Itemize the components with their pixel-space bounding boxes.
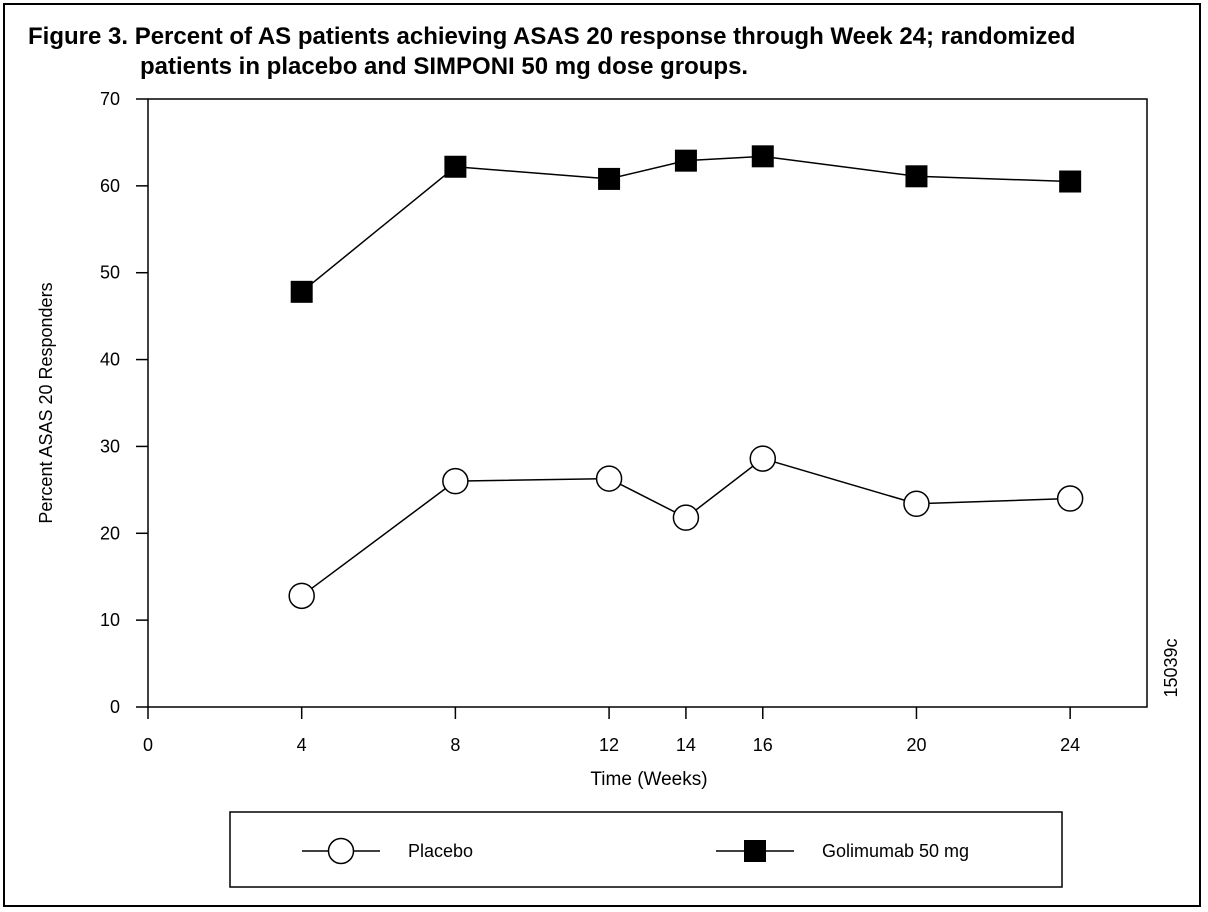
legend-item-placebo: Placebo <box>302 837 473 865</box>
figure-title-line-2: patients in placebo and SIMPONI 50 mg do… <box>140 53 749 80</box>
y-axis-label: Percent ASAS 20 Responders <box>36 282 56 523</box>
data-point-placebo <box>903 490 930 518</box>
data-point-placebo <box>442 467 469 495</box>
figure-id-label: 15039c <box>1161 638 1181 697</box>
y-tick-label: 50 <box>100 263 120 283</box>
plot-area-frame <box>147 98 1148 708</box>
data-point-placebo <box>749 445 777 472</box>
data-point-placebo <box>288 582 315 610</box>
figure-title-line-1: Figure 3. Percent of AS patients achievi… <box>28 23 1076 50</box>
legend-box <box>229 811 1063 888</box>
data-point-golimumab <box>598 167 621 190</box>
y-tick-label: 30 <box>100 436 120 456</box>
data-point-golimumab <box>290 280 313 303</box>
x-tick-label: 0 <box>143 735 153 755</box>
figure-frame <box>3 3 1201 907</box>
x-axis-ticks: 0 4 8 12 14 16 20 24 <box>143 707 1080 755</box>
data-point-golimumab <box>1059 170 1082 193</box>
data-point-placebo <box>595 465 623 492</box>
data-point-golimumab <box>674 149 697 172</box>
data-point-golimumab <box>444 155 467 178</box>
x-tick-label: 4 <box>297 735 307 755</box>
x-tick-label: 20 <box>906 735 926 755</box>
data-point-golimumab <box>905 165 928 188</box>
x-tick-label: 8 <box>450 735 460 755</box>
x-tick-label: 12 <box>599 735 619 755</box>
legend-golimumab-label: Golimumab 50 mg <box>822 841 969 861</box>
data-point-placebo <box>1056 485 1084 512</box>
y-tick-label: 70 <box>100 89 120 109</box>
data-point-placebo <box>672 504 700 531</box>
data-point-golimumab <box>751 145 774 168</box>
series-line-golimumab <box>301 155 1071 293</box>
legend-placebo-marker <box>327 837 355 865</box>
series-layer <box>288 145 1084 610</box>
y-tick-label: 10 <box>100 610 120 630</box>
y-axis-ticks: 0 10 20 30 40 50 60 70 <box>100 89 148 717</box>
x-tick-label: 14 <box>676 735 696 755</box>
x-tick-label: 24 <box>1060 735 1080 755</box>
y-tick-label: 0 <box>110 697 120 717</box>
legend-placebo-label: Placebo <box>408 841 473 861</box>
y-tick-label: 20 <box>100 523 120 543</box>
x-tick-label: 16 <box>753 735 773 755</box>
x-axis-label: Time (Weeks) <box>590 769 707 790</box>
legend-golimumab-marker <box>744 840 766 862</box>
legend-item-golimumab: Golimumab 50 mg <box>716 840 969 862</box>
y-tick-label: 40 <box>100 350 120 370</box>
y-tick-label: 60 <box>100 176 120 196</box>
figure-title: Figure 3. Percent of AS patients achievi… <box>28 22 1178 82</box>
